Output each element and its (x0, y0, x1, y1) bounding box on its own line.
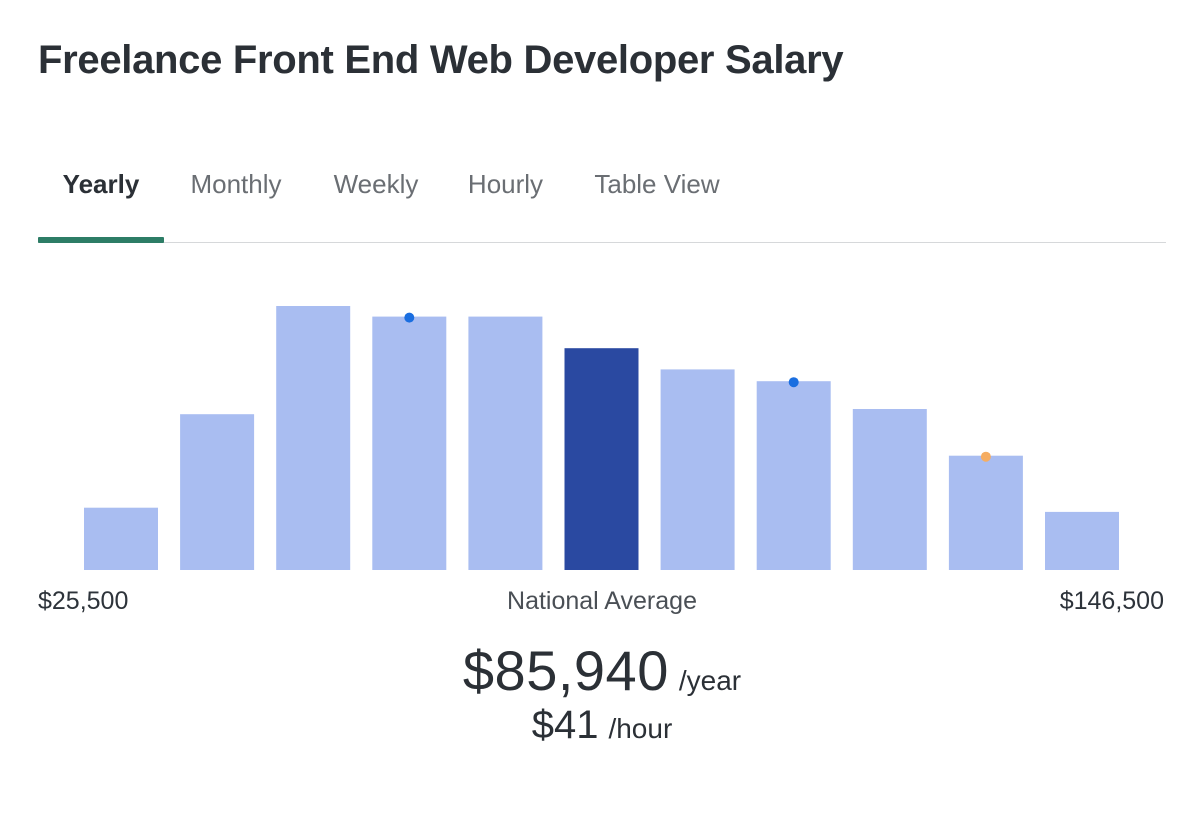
page-title: Freelance Front End Web Developer Salary (38, 38, 844, 82)
average-yearly-unit: /year (678, 665, 742, 696)
bar-marker-dot (980, 451, 991, 462)
salary-bar[interactable] (84, 507, 158, 570)
average-hourly: $41/hour (0, 703, 1200, 748)
salary-bar[interactable] (1045, 511, 1119, 570)
salary-bar[interactable] (756, 381, 831, 570)
salary-bar[interactable] (852, 409, 927, 570)
salary-bar[interactable] (276, 306, 351, 570)
average-hourly-unit: /hour (608, 713, 673, 744)
max-salary-label: $146,500 (1059, 587, 1164, 615)
salary-bar[interactable] (468, 316, 543, 570)
national-average-caption: National Average (507, 587, 697, 615)
salary-bar[interactable] (660, 369, 735, 570)
bar-marker-dot (788, 377, 799, 388)
min-salary-label: $25,500 (38, 587, 129, 615)
salary-period-tabs: Yearly Monthly Weekly Hourly Table View (38, 160, 1166, 243)
average-yearly-value: $85,940 (462, 639, 669, 702)
average-hourly-value: $41 (531, 703, 599, 747)
tab-monthly[interactable]: Monthly (190, 169, 282, 199)
salary-bar-national-average[interactable] (564, 348, 639, 570)
salary-distribution-chart (84, 306, 1119, 570)
tab-yearly[interactable]: Yearly (38, 160, 164, 243)
salary-bar[interactable] (372, 316, 447, 570)
salary-bar[interactable] (948, 455, 1023, 570)
average-yearly: $85,940/year (0, 638, 1200, 703)
tab-table-view[interactable]: Table View (594, 169, 720, 199)
tab-weekly[interactable]: Weekly (333, 169, 419, 199)
salary-bar[interactable] (180, 414, 255, 570)
bar-marker-dot (404, 312, 415, 323)
tab-hourly[interactable]: Hourly (467, 169, 544, 199)
